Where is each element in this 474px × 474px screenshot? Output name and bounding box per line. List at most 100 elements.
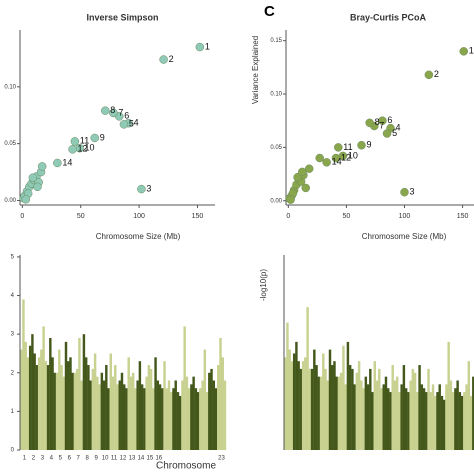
y-tick-label: 0 <box>11 448 15 454</box>
snp-column <box>301 361 305 450</box>
snp-column <box>161 388 164 450</box>
point <box>159 55 168 64</box>
y-tick-label: 1 <box>11 409 15 415</box>
snp-column <box>434 395 437 450</box>
snp-column <box>391 365 394 450</box>
snp-column <box>46 365 50 450</box>
snp-column <box>219 338 222 450</box>
snp-column <box>170 392 173 450</box>
x-tick-label: 0 <box>20 213 24 220</box>
snp-column <box>185 376 189 450</box>
snp-column <box>378 368 381 450</box>
snp-column <box>375 380 379 450</box>
snp-column <box>373 361 377 450</box>
snp-column <box>445 384 448 450</box>
snp-column <box>223 380 227 450</box>
snp-column <box>395 376 399 450</box>
point-label: 14 <box>332 157 342 167</box>
snp-column <box>411 368 415 450</box>
snp-column <box>398 392 401 450</box>
point <box>293 173 302 182</box>
snp-column <box>342 345 345 450</box>
snp-column <box>80 380 83 450</box>
point <box>28 173 38 182</box>
snp-column <box>456 380 459 450</box>
snp-column <box>221 357 224 450</box>
point <box>109 108 118 118</box>
snp-column <box>114 365 117 450</box>
y-tick-label: 0.00 <box>4 198 16 204</box>
snp-column <box>310 368 314 450</box>
snp-column <box>422 388 426 450</box>
point-label: 6 <box>124 111 129 121</box>
x-tick-label: 150 <box>192 213 204 220</box>
y-tick-label: 0.05 <box>4 141 16 147</box>
snp-column <box>463 392 466 450</box>
snp-column <box>100 372 104 450</box>
snp-column <box>183 326 186 450</box>
snp-column <box>69 357 72 450</box>
y-tick-label: 0.05 <box>270 145 282 151</box>
x-tick-label: 50 <box>77 213 85 220</box>
point <box>378 116 387 125</box>
snp-column <box>190 384 193 450</box>
snp-column <box>371 392 374 450</box>
snp-column <box>111 376 115 450</box>
snp-column <box>299 368 303 450</box>
snp-column <box>322 353 325 450</box>
snp-column <box>33 353 36 450</box>
snp-column <box>145 376 148 450</box>
snp-column <box>174 380 177 450</box>
x-tick-label: 15 <box>147 456 154 462</box>
snp-column <box>440 395 444 450</box>
point <box>298 167 307 177</box>
snp-column <box>123 384 126 450</box>
snp-column <box>64 341 68 450</box>
snp-column <box>35 365 39 450</box>
snp-column <box>295 341 298 450</box>
snp-column <box>337 376 341 450</box>
snp-column <box>460 395 464 450</box>
snp-column <box>125 388 128 450</box>
snp-column <box>447 341 450 450</box>
snp-column <box>96 376 99 450</box>
point <box>195 42 205 52</box>
point-label: 11 <box>80 136 89 146</box>
snp-column <box>105 365 108 450</box>
point <box>286 195 295 204</box>
snp-column <box>284 357 287 450</box>
x-tick-label: 10 <box>102 456 109 462</box>
snp-column <box>40 349 43 450</box>
point <box>382 129 392 138</box>
snp-column <box>140 384 144 450</box>
snp-column <box>469 395 473 450</box>
snp-column <box>84 357 88 450</box>
snp-column <box>199 388 202 450</box>
snp-column <box>152 388 155 450</box>
snp-column <box>176 392 180 450</box>
snp-column <box>458 392 462 450</box>
snp-column <box>465 384 468 450</box>
snp-column <box>451 392 455 450</box>
point-label: 4 <box>134 118 139 128</box>
y-tick-label: 4 <box>11 293 15 299</box>
snp-column <box>187 388 191 450</box>
point-label: 11 <box>343 142 352 152</box>
point <box>33 182 42 192</box>
snp-column <box>49 338 52 450</box>
snp-column <box>208 372 211 450</box>
point <box>137 184 146 194</box>
x-tick-label: 12 <box>120 456 127 462</box>
x-tick-label: 0 <box>286 213 290 220</box>
point <box>70 137 80 146</box>
y-tick-label: 0.00 <box>270 198 282 204</box>
point <box>304 164 314 173</box>
snp-column <box>328 349 332 450</box>
snp-column <box>87 365 90 450</box>
snp-column <box>420 384 424 450</box>
snp-column <box>71 372 74 450</box>
snp-column <box>333 361 336 450</box>
snp-column <box>138 361 142 450</box>
snp-column <box>53 372 57 450</box>
